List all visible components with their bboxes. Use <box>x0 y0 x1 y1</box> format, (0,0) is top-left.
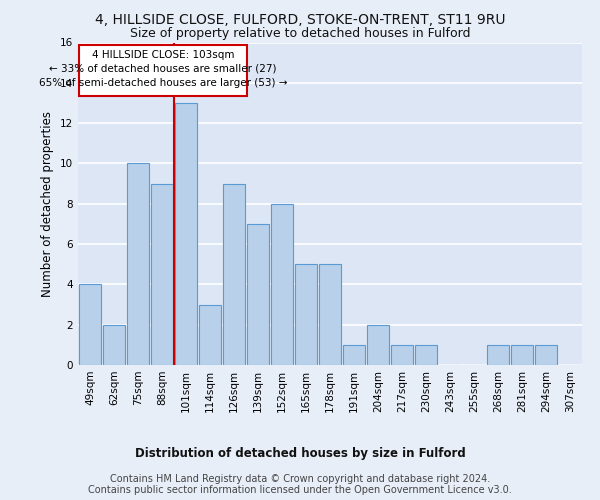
Y-axis label: Number of detached properties: Number of detached properties <box>41 111 55 296</box>
Text: Distribution of detached houses by size in Fulford: Distribution of detached houses by size … <box>134 448 466 460</box>
Bar <box>535 345 557 365</box>
Bar <box>343 345 365 365</box>
Bar <box>391 345 413 365</box>
Bar <box>319 264 341 365</box>
Bar <box>79 284 101 365</box>
Bar <box>367 324 389 365</box>
Bar <box>295 264 317 365</box>
Text: Contains public sector information licensed under the Open Government Licence v3: Contains public sector information licen… <box>88 485 512 495</box>
Text: 65% of semi-detached houses are larger (53) →: 65% of semi-detached houses are larger (… <box>39 78 287 88</box>
FancyBboxPatch shape <box>79 44 247 96</box>
Text: ← 33% of detached houses are smaller (27): ← 33% of detached houses are smaller (27… <box>49 64 277 74</box>
Bar <box>151 184 173 365</box>
Bar <box>103 324 125 365</box>
Text: 4 HILLSIDE CLOSE: 103sqm: 4 HILLSIDE CLOSE: 103sqm <box>92 50 235 59</box>
Bar <box>487 345 509 365</box>
Text: 4, HILLSIDE CLOSE, FULFORD, STOKE-ON-TRENT, ST11 9RU: 4, HILLSIDE CLOSE, FULFORD, STOKE-ON-TRE… <box>95 12 505 26</box>
Text: Contains HM Land Registry data © Crown copyright and database right 2024.: Contains HM Land Registry data © Crown c… <box>110 474 490 484</box>
Bar <box>271 204 293 365</box>
Bar <box>199 304 221 365</box>
Bar <box>175 103 197 365</box>
Bar <box>511 345 533 365</box>
Bar <box>247 224 269 365</box>
Bar <box>127 164 149 365</box>
Bar <box>223 184 245 365</box>
Text: Size of property relative to detached houses in Fulford: Size of property relative to detached ho… <box>130 28 470 40</box>
Bar <box>415 345 437 365</box>
